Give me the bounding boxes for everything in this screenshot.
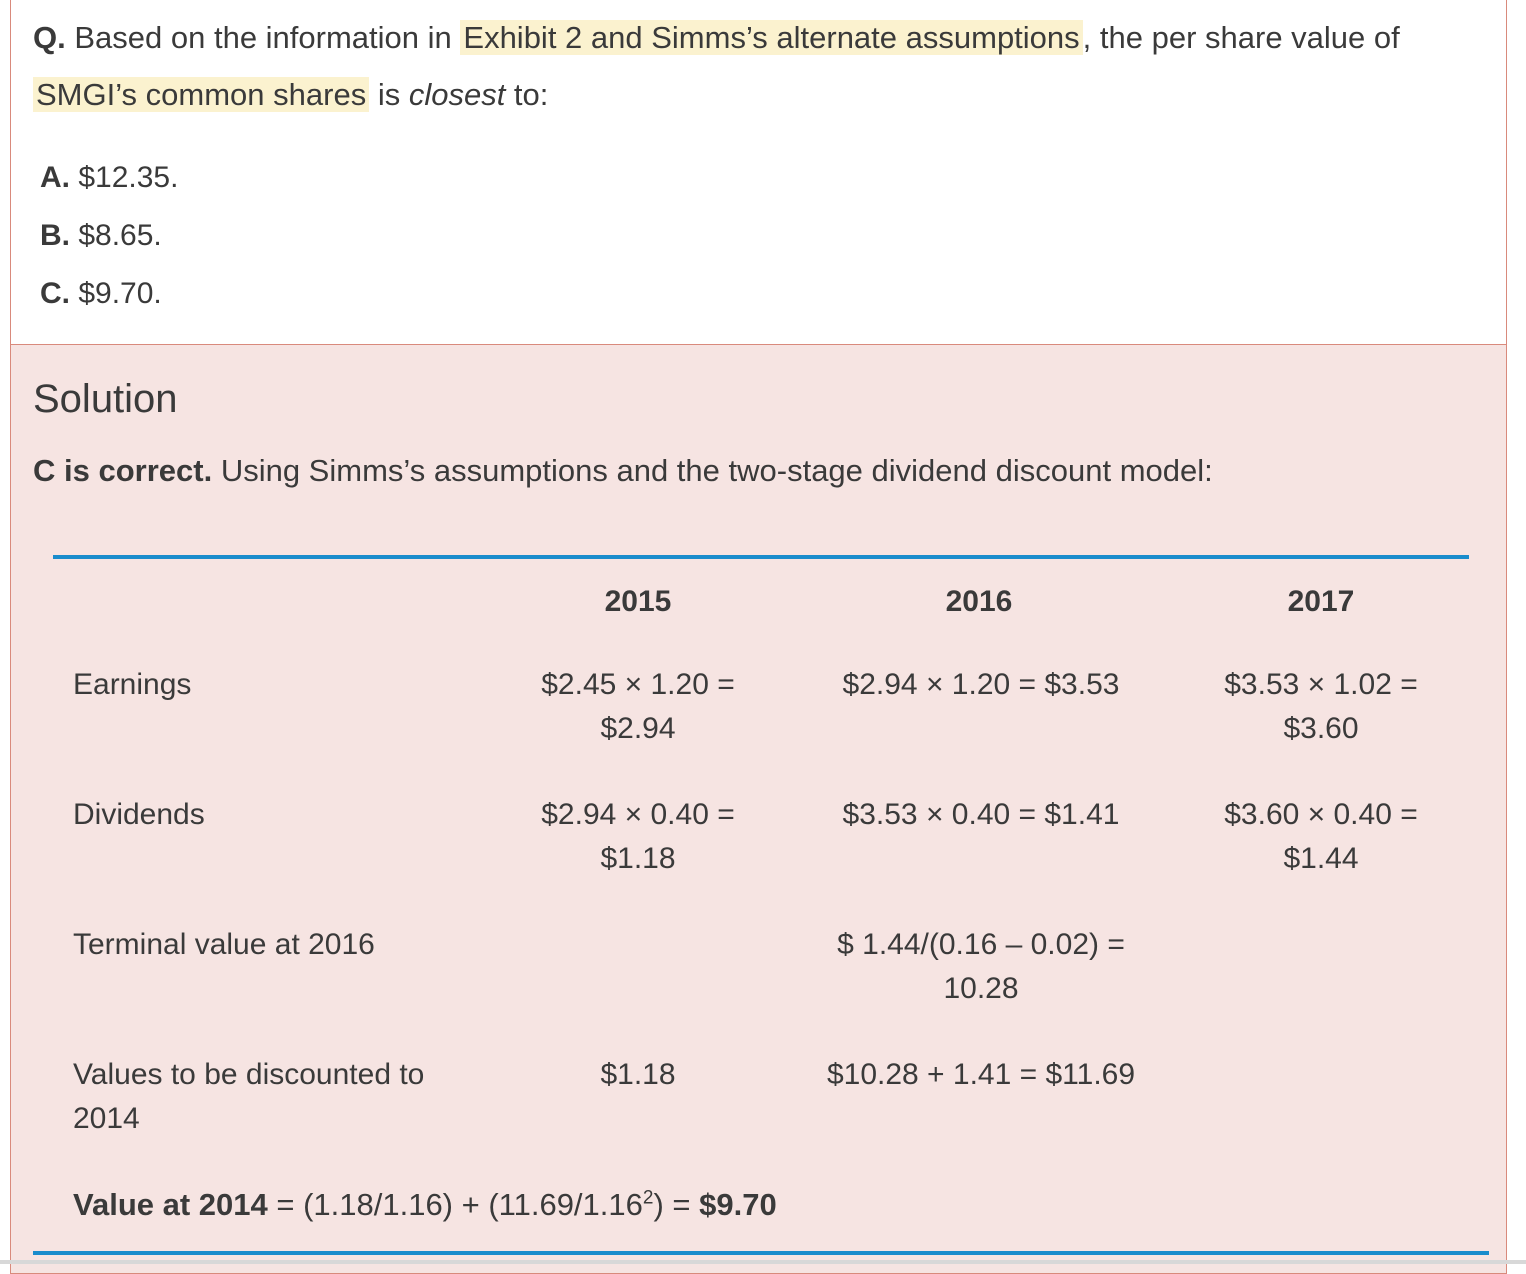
choice-text: $12.35. xyxy=(78,161,179,194)
value-formula-a: = (1.18/1.16) + (11.69/1.16 xyxy=(267,1187,643,1222)
solution-intro-text: Using Simms’s assumptions and the two-st… xyxy=(212,453,1213,488)
value-at-2014: Value at 2014 = (1.18/1.16) + (11.69/1.1… xyxy=(73,1187,777,1223)
question-text-before: Based on the information in xyxy=(74,20,461,55)
table-top-rule xyxy=(53,555,1469,559)
row-label-terminal-value: Terminal value at 2016 xyxy=(73,923,375,967)
cell-earnings-2017: $3.53 × 1.02 = $3.60 xyxy=(1191,663,1451,751)
highlight-exhibit: Exhibit 2 and Simms’s alternate assumpti… xyxy=(460,20,1083,55)
column-header-2016: 2016 xyxy=(945,585,1013,618)
question-text: Q. Based on the information in Exhibit 2… xyxy=(33,9,1473,123)
column-header-2017: 2017 xyxy=(1287,585,1355,618)
choice-letter: A. xyxy=(40,161,70,194)
highlight-common-shares: SMGI’s common shares xyxy=(33,77,370,112)
row-label-dividends: Dividends xyxy=(73,793,205,837)
question-emphasis: closest xyxy=(408,77,506,112)
choice-letter: C. xyxy=(40,277,70,310)
solution-heading: Solution xyxy=(33,377,178,421)
row-label-line: 2014 xyxy=(73,1102,140,1135)
value-result: $9.70 xyxy=(699,1187,777,1222)
cell-line: $2.94 × 1.20 = $3.53 xyxy=(842,668,1120,701)
value-formula-b: ) = xyxy=(653,1187,700,1222)
answer-choices: A. $12.35. B. $8.65. C. $9.70. xyxy=(40,149,178,323)
choice-letter: B. xyxy=(40,219,70,252)
choice-b[interactable]: B. $8.65. xyxy=(40,207,178,265)
value-exponent: 2 xyxy=(642,1187,654,1209)
page-bottom-divider xyxy=(0,1260,1526,1264)
question-prefix: Q. xyxy=(33,20,66,55)
cell-line: $1.18 xyxy=(600,1058,676,1091)
cell-line: $2.94 xyxy=(600,712,676,745)
cell-line: $3.60 xyxy=(1283,712,1359,745)
row-label-line: Values to be discounted to xyxy=(73,1058,425,1091)
choice-text: $8.65. xyxy=(78,219,162,252)
cell-values-discounted-2015: $1.18 xyxy=(508,1053,768,1097)
cell-dividends-2016: $3.53 × 0.40 = $1.41 xyxy=(801,793,1161,837)
row-label-earnings: Earnings xyxy=(73,663,191,707)
cell-dividends-2015: $2.94 × 0.40 = $1.18 xyxy=(508,793,768,881)
choice-a[interactable]: A. $12.35. xyxy=(40,149,178,207)
correct-answer-label: C is correct. xyxy=(33,453,213,488)
column-header-2015: 2015 xyxy=(604,585,672,618)
cell-terminal-value-2016: $ 1.44/(0.16 – 0.02) = 10.28 xyxy=(801,923,1161,1011)
solution-intro: C is correct. Using Simms’s assumptions … xyxy=(33,453,1213,489)
question-text-middle: , the per share value of xyxy=(1082,20,1400,55)
row-label-line: Dividends xyxy=(73,798,205,831)
question-text-end: to: xyxy=(505,77,549,112)
cell-line: $2.94 × 0.40 = xyxy=(541,798,735,831)
cell-earnings-2015: $2.45 × 1.20 = $2.94 xyxy=(508,663,768,751)
cell-line: $1.18 xyxy=(600,842,676,875)
cell-earnings-2016: $2.94 × 1.20 = $3.53 xyxy=(801,663,1161,707)
cell-line: $ 1.44/(0.16 – 0.02) = xyxy=(837,928,1125,961)
choice-c[interactable]: C. $9.70. xyxy=(40,265,178,323)
table-bottom-rule xyxy=(33,1251,1489,1255)
cell-line: $3.53 × 0.40 = $1.41 xyxy=(842,798,1120,831)
cell-line: $3.60 × 0.40 = xyxy=(1224,798,1418,831)
cell-line: 10.28 xyxy=(943,972,1019,1005)
row-label-line: Terminal value at 2016 xyxy=(73,928,375,961)
row-label-line: Earnings xyxy=(73,668,192,701)
row-label-values-discounted: Values to be discounted to 2014 xyxy=(73,1053,424,1141)
value-label: Value at 2014 xyxy=(73,1187,268,1222)
choice-text: $9.70. xyxy=(78,277,162,310)
cell-line: $10.28 + 1.41 = $11.69 xyxy=(826,1058,1136,1091)
cell-line: $2.45 × 1.20 = xyxy=(541,668,735,701)
cell-line: $1.44 xyxy=(1283,842,1359,875)
question-text-is: is xyxy=(369,77,409,112)
cell-line: $3.53 × 1.02 = xyxy=(1224,668,1418,701)
solution-panel: Solution C is correct. Using Simms’s ass… xyxy=(10,344,1507,1274)
cell-values-discounted-2016: $10.28 + 1.41 = $11.69 xyxy=(801,1053,1161,1097)
question-panel: Q. Based on the information in Exhibit 2… xyxy=(10,0,1507,344)
cell-dividends-2017: $3.60 × 0.40 = $1.44 xyxy=(1191,793,1451,881)
